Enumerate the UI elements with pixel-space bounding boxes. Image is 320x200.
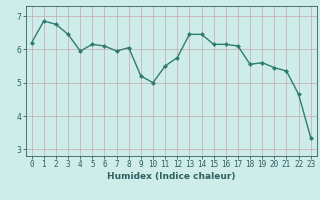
- X-axis label: Humidex (Indice chaleur): Humidex (Indice chaleur): [107, 172, 236, 181]
